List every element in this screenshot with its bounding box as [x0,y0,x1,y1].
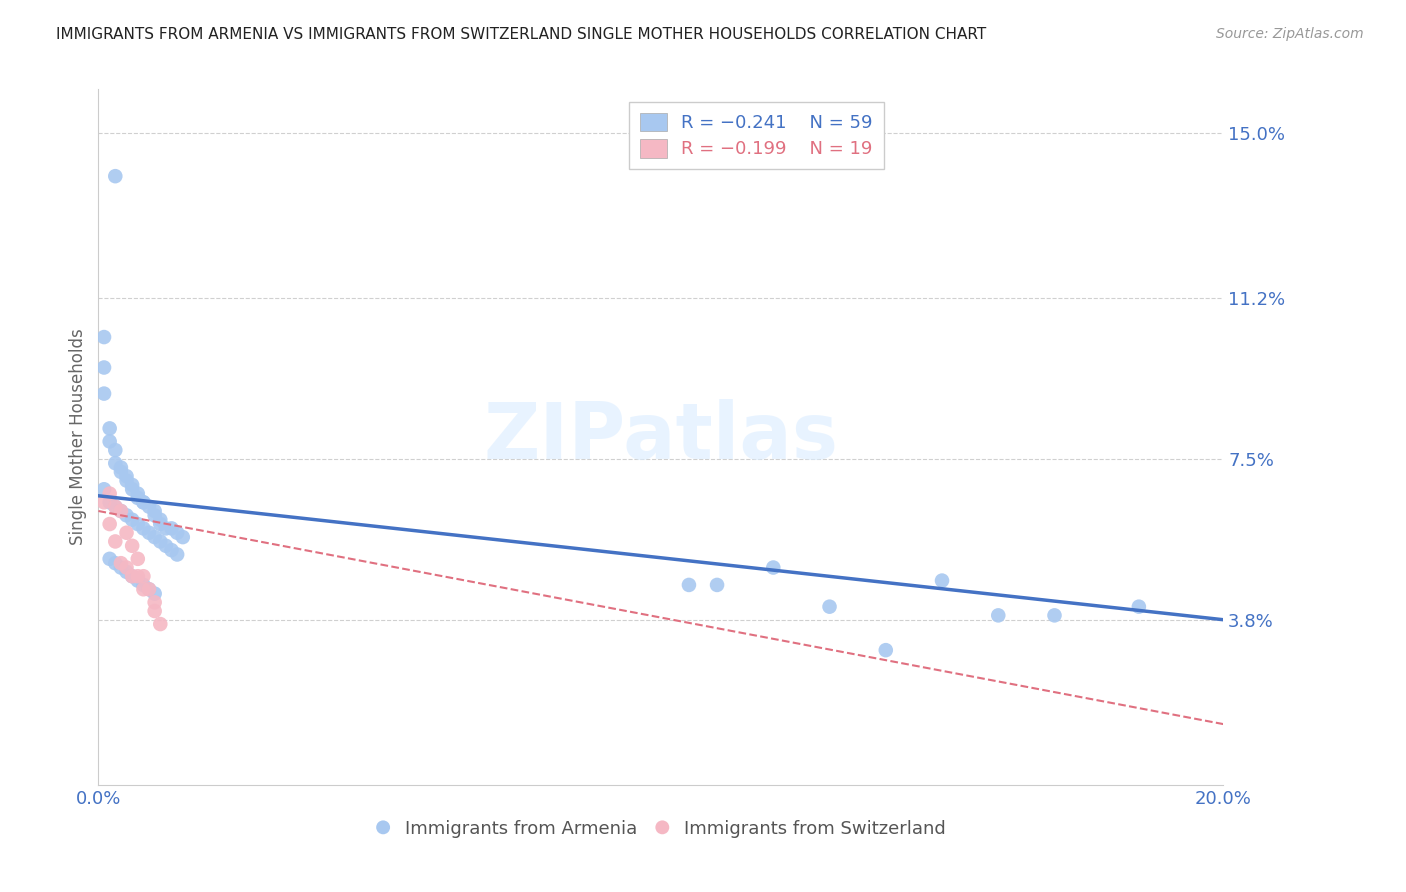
Point [160,543,183,558]
Point [121,539,143,553]
Point [115,560,138,574]
Point [160,521,183,535]
Point [987,608,1010,623]
Point [132,495,155,509]
Point [110,556,132,570]
Point [110,465,132,479]
Point [132,569,155,583]
Point [678,578,700,592]
Point [132,578,155,592]
Point [138,582,160,597]
Point [127,486,149,500]
Point [132,582,155,597]
Text: ZIPatlas: ZIPatlas [484,399,838,475]
Point [98,486,121,500]
Point [155,539,177,553]
Point [149,534,172,549]
Point [98,495,121,509]
Point [104,169,127,183]
Point [143,604,166,618]
Point [166,548,188,562]
Point [132,495,155,509]
Point [115,474,138,488]
Point [98,516,121,531]
Point [115,565,138,579]
Point [115,469,138,483]
Point [115,508,138,523]
Point [149,513,172,527]
Point [104,556,127,570]
Point [127,551,149,566]
Y-axis label: Single Mother Households: Single Mother Households [69,329,87,545]
Point [706,578,728,592]
Point [104,443,127,458]
Point [98,421,121,435]
Point [138,500,160,514]
Point [104,500,127,514]
Point [93,482,115,496]
Point [143,530,166,544]
Point [138,525,160,540]
Point [143,595,166,609]
Point [93,330,115,344]
Legend: Immigrants from Armenia, Immigrants from Switzerland: Immigrants from Armenia, Immigrants from… [368,812,953,846]
Point [121,569,143,583]
Point [121,569,143,583]
Point [762,560,785,574]
Point [127,491,149,505]
Point [110,504,132,518]
Point [1128,599,1150,614]
Point [149,516,172,531]
Point [110,560,132,574]
Point [138,582,160,597]
Point [110,460,132,475]
Point [121,482,143,496]
Point [104,534,127,549]
Point [93,495,115,509]
Point [149,617,172,632]
Point [155,521,177,535]
Text: IMMIGRANTS FROM ARMENIA VS IMMIGRANTS FROM SWITZERLAND SINGLE MOTHER HOUSEHOLDS : IMMIGRANTS FROM ARMENIA VS IMMIGRANTS FR… [56,27,987,42]
Text: Source: ZipAtlas.com: Source: ZipAtlas.com [1216,27,1364,41]
Point [93,386,115,401]
Point [98,434,121,449]
Point [166,525,188,540]
Point [143,504,166,518]
Point [132,521,155,535]
Point [127,574,149,588]
Point [93,360,115,375]
Point [127,516,149,531]
Point [121,478,143,492]
Point [931,574,953,588]
Point [875,643,897,657]
Point [172,530,194,544]
Point [115,525,138,540]
Point [143,508,166,523]
Point [1043,608,1066,623]
Point [104,500,127,514]
Point [818,599,841,614]
Point [110,504,132,518]
Point [121,513,143,527]
Point [104,456,127,470]
Point [127,569,149,583]
Point [143,587,166,601]
Point [98,551,121,566]
